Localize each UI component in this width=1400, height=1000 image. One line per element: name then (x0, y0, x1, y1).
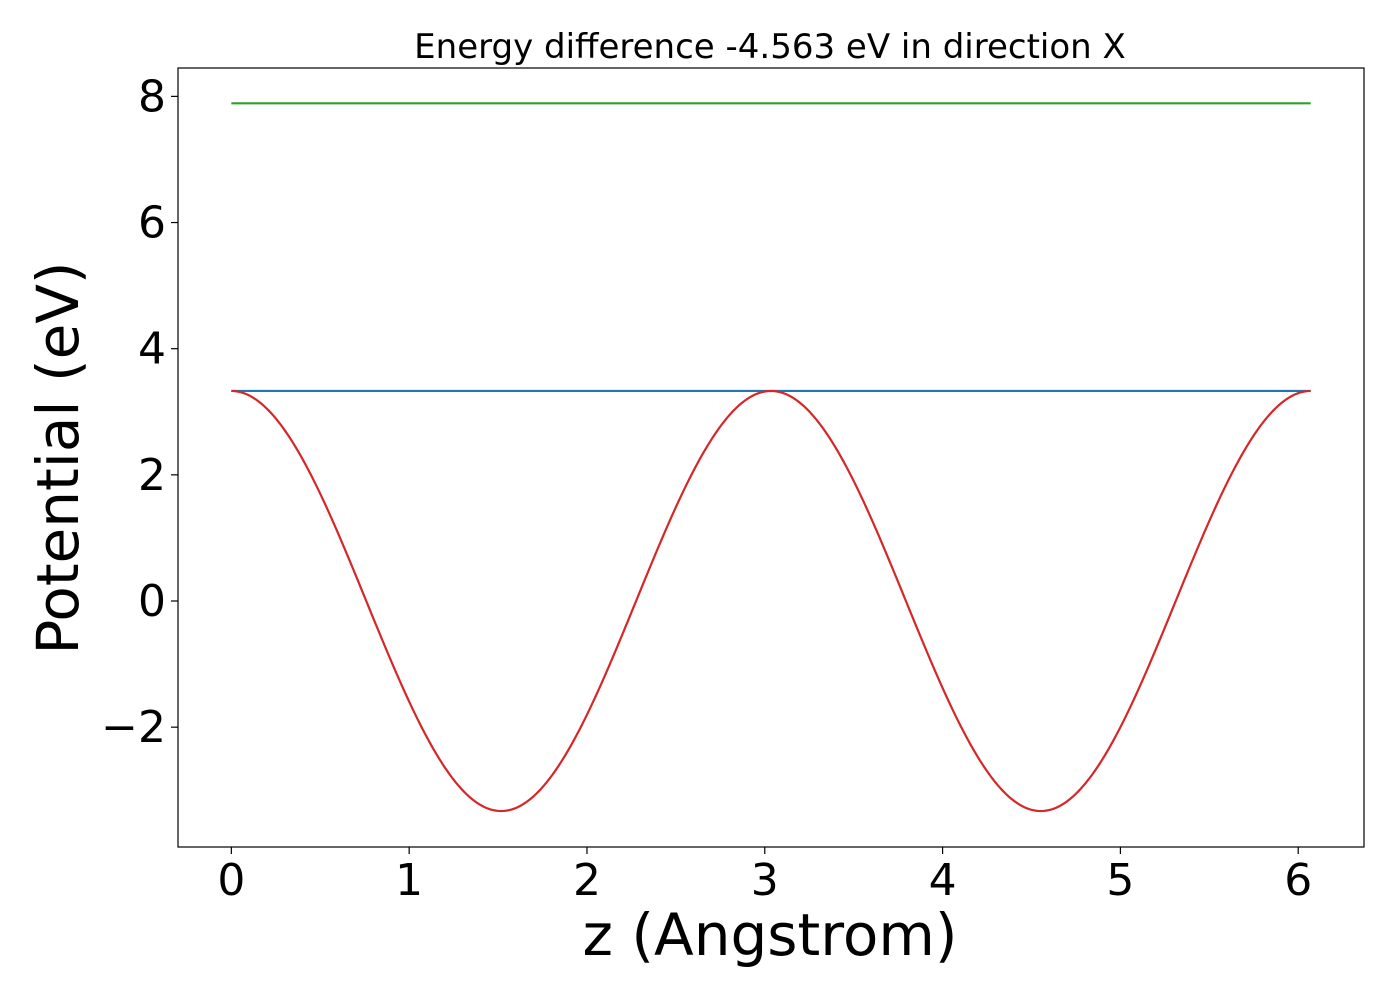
series-layer (231, 102, 1311, 813)
x-tick-label: 3 (751, 855, 779, 906)
x-tick-label: 0 (217, 855, 245, 906)
chart-title: Energy difference -4.563 eV in direction… (414, 27, 1126, 67)
y-tick-label: 6 (138, 198, 166, 249)
y-tick-label: 2 (138, 450, 166, 501)
y-tick-label: 0 (138, 576, 166, 627)
y-axis-ticks: −2 0 2 4 6 8 (101, 71, 178, 753)
x-tick-label: 1 (395, 855, 423, 906)
x-tick-label: 5 (1106, 855, 1134, 906)
x-axis-title: z (Angstrom) (583, 901, 958, 969)
x-tick-label: 4 (929, 855, 957, 906)
series-line-2 (231, 389, 1311, 813)
y-tick-label: 4 (138, 324, 166, 375)
plot-frame (177, 67, 1365, 848)
y-tick-label: 8 (138, 71, 166, 122)
y-axis-title: Potential (eV) (24, 261, 92, 654)
x-tick-label: 6 (1284, 855, 1312, 906)
x-axis-ticks: 0 1 2 3 4 5 6 (217, 847, 1312, 906)
y-tick-label: −2 (101, 702, 166, 753)
x-tick-label: 2 (573, 855, 601, 906)
